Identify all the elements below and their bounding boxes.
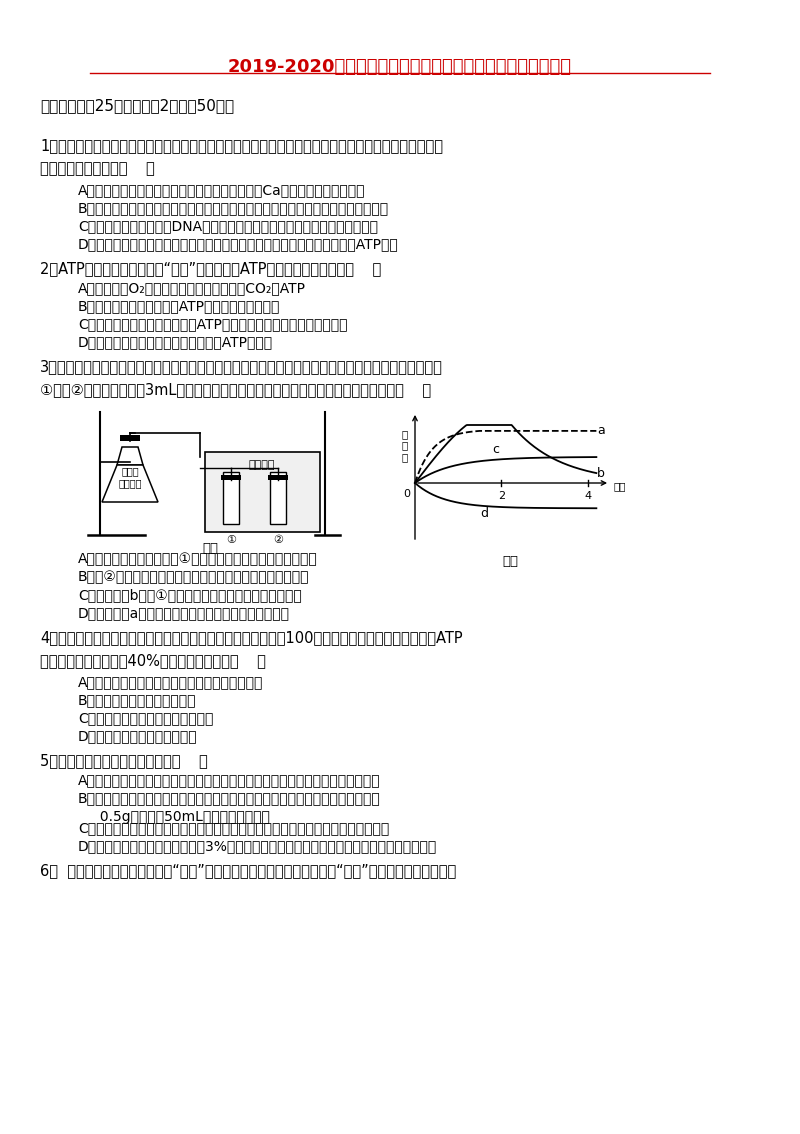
Text: C．细胞吸收钒离子的过程中，ATP中高能磷酸键的能量都会释放出来: C．细胞吸收钒离子的过程中，ATP中高能磷酸键的能量都会释放出来 (78, 318, 347, 331)
Text: a: a (598, 424, 605, 438)
Text: 酵母菌
葡萄糖液: 酵母菌 葡萄糖液 (118, 466, 142, 489)
Text: 图乙: 图乙 (502, 555, 518, 568)
Polygon shape (102, 465, 158, 502)
Text: B．产生的热量远多于其他细胞: B．产生的热量远多于其他细胞 (78, 693, 197, 706)
Polygon shape (117, 447, 143, 465)
Text: B．用高倍显微镜观察人口腔上皮细胞的线粒体时，在洁净的载玻片中央滴一滴用
     0.5g健那绳和50mL蒸馏水配制的染液: B．用高倍显微镜观察人口腔上皮细胞的线粒体时，在洁净的载玻片中央滴一滴用 0.5… (78, 792, 381, 824)
Text: 1．细胞是生物体结构和功能的基本单位，是由多种元素和化合物构成的生命系统。下列关于细胞组成成
分的说法不正确的是（    ）: 1．细胞是生物体结构和功能的基本单位，是由多种元素和化合物构成的生命系统。下列关… (40, 138, 443, 176)
Text: 相
对
値: 相 对 値 (402, 429, 408, 463)
Text: A．探究温度对唠液淠粉酶活性的影响，检验淠粉是否分解的适宜试剂是斐林试剂: A．探究温度对唠液淠粉酶活性的影响，检验淠粉是否分解的适宜试剂是斐林试剂 (78, 773, 381, 787)
Text: d: d (480, 507, 488, 521)
Text: ①: ① (226, 535, 236, 545)
Bar (221, 475, 241, 480)
Text: D．进入寒冷环境时，人体肾上腺素和甲状腺激素的分泌增多，细胞产生的ATP变多: D．进入寒冷环境时，人体肾上腺素和甲状腺激素的分泌增多，细胞产生的ATP变多 (78, 237, 398, 251)
Text: 2: 2 (498, 491, 505, 501)
Text: 4．某些植物在早春开花时，花序细胞的耗氧速率高出其他细胞100倍以上，但单位质量葡萄糖生成ATP
的量却只有其他细胞的40%，此时的花序细胞（    ）: 4．某些植物在早春开花时，花序细胞的耗氧速率高出其他细胞100倍以上，但单位质量… (40, 631, 462, 668)
Text: 5．下列关于实验的叙述正确的是（    ）: 5．下列关于实验的叙述正确的是（ ） (40, 753, 208, 768)
Text: 时间: 时间 (613, 481, 626, 491)
Text: D．探究温度对酶活性的影响，儇3%过氧化氢溶液中加入不同温度下保温后的过氧化氢酶溶液: D．探究温度对酶活性的影响，儇3%过氧化氢溶液中加入不同温度下保温后的过氧化氢酶… (78, 839, 438, 853)
Bar (223, 472, 239, 524)
Text: D．没有进行有氧呼吸第三阶段: D．没有进行有氧呼吸第三阶段 (78, 729, 198, 743)
Text: 0: 0 (403, 489, 410, 499)
Text: B．洋葱表皮细胞中能形成ATP的细胞器只有线粒体: B．洋葱表皮细胞中能形成ATP的细胞器只有线粒体 (78, 299, 280, 313)
Text: 图甲: 图甲 (202, 542, 218, 555)
Text: C．在用高倍显微镜观察叶绻体和线粒体的实验中，看到的是它们生活状态下的形态: C．在用高倍显微镜观察叶绻体和线粒体的实验中，看到的是它们生活状态下的形态 (78, 821, 390, 835)
Text: C．只在细胞质基质中发生呼吸作用: C．只在细胞质基质中发生呼吸作用 (78, 711, 214, 725)
Text: C．细胞质中存在作用于DNA的解旋酶，空间结构发生改变时可导致活性丧失: C．细胞质中存在作用于DNA的解旋酶，空间结构发生改变时可导致活性丧失 (78, 219, 378, 232)
Text: D．图乙曲线a表示酵母菌培养液中酵母菌数量变化规律: D．图乙曲线a表示酵母菌培养液中酵母菌数量变化规律 (78, 606, 290, 620)
Text: A．只要提供O₂，线粒体就能为叶绻体提供CO₂和ATP: A．只要提供O₂，线粒体就能为叶绻体提供CO₂和ATP (78, 281, 306, 295)
Text: b: b (598, 466, 605, 480)
Text: B．设②号试管对照组是为了排除无关变量温度对实验的干扰: B．设②号试管对照组是为了排除无关变量温度对实验的干扰 (78, 570, 310, 584)
Text: 一、选择题（25小题，每题2分，共50分）: 一、选择题（25小题，每题2分，共50分） (40, 98, 234, 113)
Text: 恒温水浴: 恒温水浴 (249, 460, 275, 469)
Bar (205, 452, 320, 532)
Text: 4: 4 (584, 491, 591, 501)
Text: C．图乙曲线b表示①号试管内玻璃管口气泡释放速率变化: C．图乙曲线b表示①号试管内玻璃管口气泡释放速率变化 (78, 589, 302, 602)
Bar (270, 472, 286, 524)
Text: ②: ② (273, 535, 283, 545)
Text: 6．  阳光穿过森林中的空隙形成“光斌”，如图表示一株生长旺盛的植物在“光斌”照射前后光合作用吸收: 6． 阳光穿过森林中的空隙形成“光斌”，如图表示一株生长旺盛的植物在“光斌”照射… (40, 863, 456, 878)
Text: A．同时发生有氧呼吸和无氧呼吸，无氧呼吸为主: A．同时发生有氧呼吸和无氧呼吸，无氧呼吸为主 (78, 675, 263, 689)
Text: 2．ATP是细胞内流通的能量“通货”。下列关于ATP的说法中，正确的是（    ）: 2．ATP是细胞内流通的能量“通货”。下列关于ATP的说法中，正确的是（ ） (40, 261, 382, 276)
Text: A．检验发酵产物酒精需向①号试管中滴加含重铬酸钒的浓硫酸: A．检验发酵产物酒精需向①号试管中滴加含重铬酸钒的浓硫酸 (78, 552, 318, 566)
Bar (120, 435, 140, 441)
Text: 3．为研究酵母菌的发酵产物，某研究小组设计了如下图甲所示的装置，并将有关检测结果绘制成图乙。
①号、②号试管中均加入3mL蒸馏水和一定量的检验试剂。据图分析下列: 3．为研究酵母菌的发酵产物，某研究小组设计了如下图甲所示的装置，并将有关检测结果… (40, 359, 443, 397)
Bar (268, 475, 288, 480)
Text: B．蛋白质和核酸是所有细胞都含有的大分子有机物，单独存在时无法完成生命活动: B．蛋白质和核酸是所有细胞都含有的大分子有机物，单独存在时无法完成生命活动 (78, 201, 389, 215)
Text: c: c (493, 443, 500, 456)
Text: A．微量元素在细胞中含量很少，但不可替代，如Ca是构成细胞的必需元素: A．微量元素在细胞中含量很少，但不可替代，如Ca是构成细胞的必需元素 (78, 183, 366, 197)
Text: 2019-2020年高二生物下学期期末（暨新高三升学）考试试题: 2019-2020年高二生物下学期期末（暨新高三升学）考试试题 (228, 58, 572, 76)
Text: D．有氧呼吸和无氧呼吸的全过程都有ATP的合成: D．有氧呼吸和无氧呼吸的全过程都有ATP的合成 (78, 335, 273, 349)
